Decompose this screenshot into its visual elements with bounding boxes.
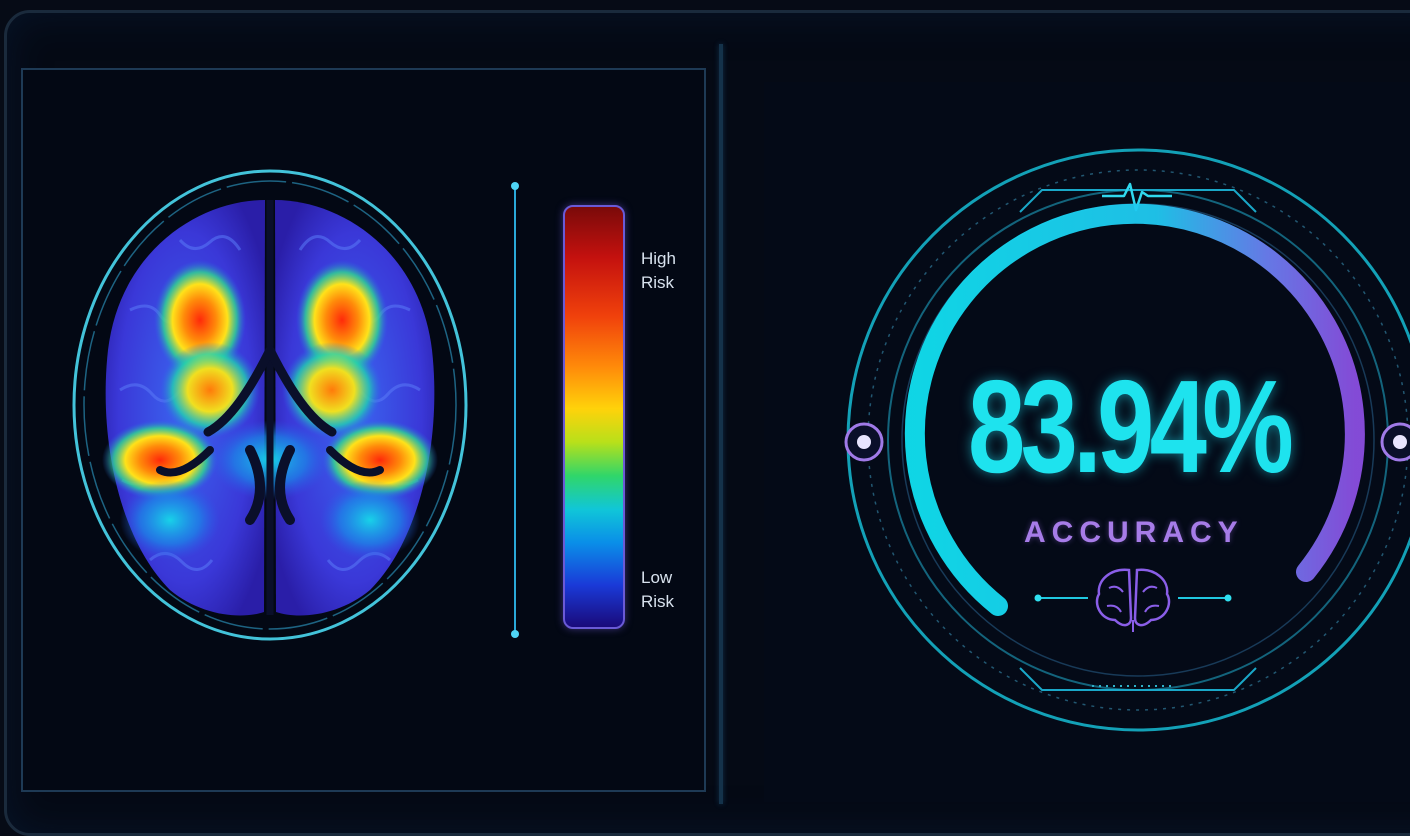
risk-colorbar (563, 205, 625, 629)
gauge-svg (844, 148, 1410, 732)
brain-scan-heatmap (60, 160, 480, 650)
low-risk-label: Low Risk (641, 568, 675, 611)
panel-divider (719, 44, 723, 804)
brain-heatmap-svg (72, 169, 468, 641)
scale-top-dot (511, 182, 519, 190)
high-risk-label: High Risk (641, 249, 676, 292)
brain-icon (1095, 568, 1171, 632)
scale-line (514, 186, 516, 634)
scale-bottom-dot (511, 630, 519, 638)
accuracy-gauge (820, 140, 1410, 740)
accuracy-value: 83.94% (968, 353, 1294, 500)
accuracy-label: ACCURACY (1024, 516, 1244, 549)
